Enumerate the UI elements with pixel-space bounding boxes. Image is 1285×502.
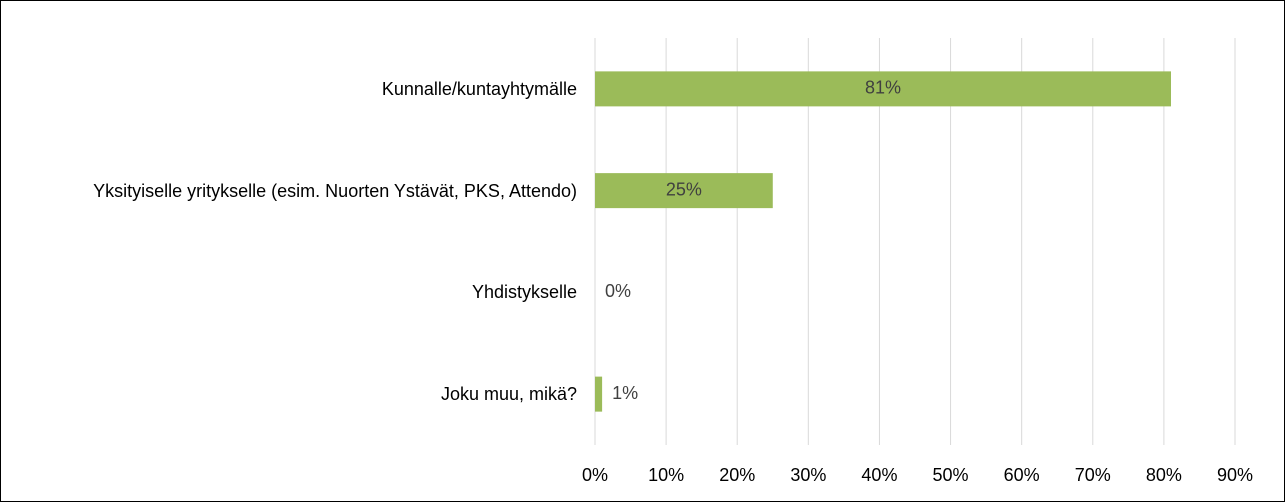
bar [595, 173, 773, 209]
category-label: Kunnalle/kuntayhtymälle [381, 78, 577, 99]
data-label: 1% [612, 383, 638, 403]
bar [595, 71, 1171, 107]
category-label: Yhdistykselle [471, 282, 577, 303]
x-tick-label: 90% [1217, 465, 1253, 485]
x-tick-label: 60% [1004, 465, 1040, 485]
bar [595, 376, 603, 412]
x-tick-label: 10% [648, 465, 684, 485]
x-tick-label: 50% [933, 465, 969, 485]
x-tick-label: 30% [790, 465, 826, 485]
x-tick-label: 0% [582, 465, 608, 485]
category-label: Yksityiselle yritykselle (esim. Nuorten … [93, 180, 577, 201]
x-tick-label: 40% [861, 465, 897, 485]
data-label: 25% [666, 179, 702, 199]
data-label: 81% [865, 78, 901, 98]
category-label: Joku muu, mikä? [440, 384, 577, 405]
x-tick-label: 70% [1075, 465, 1111, 485]
x-tick-label: 80% [1146, 465, 1182, 485]
data-label: 0% [605, 281, 631, 301]
x-tick-label: 20% [719, 465, 755, 485]
